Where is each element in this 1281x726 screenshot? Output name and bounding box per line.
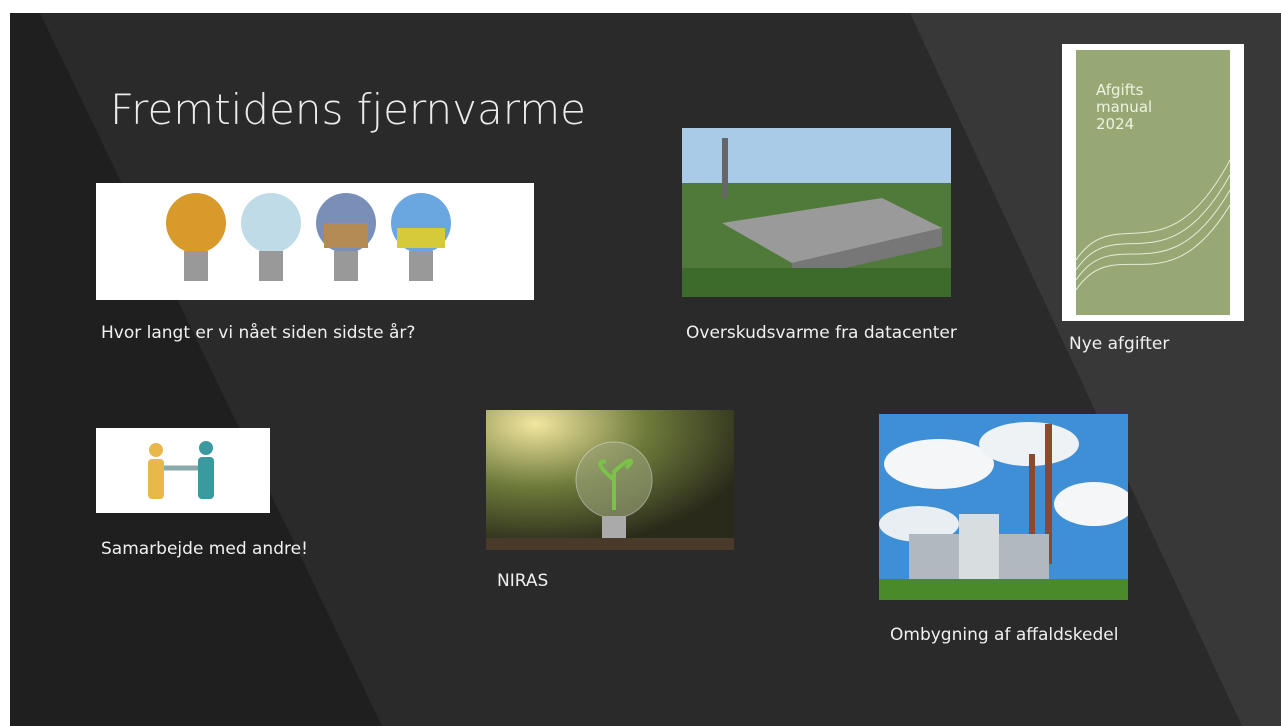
caption: NIRAS <box>497 571 548 591</box>
slide-title: Fremtidens fjernvarme <box>110 85 586 134</box>
plant-image <box>879 414 1128 600</box>
book-image: Afgifts manual 2024 <box>1062 44 1244 321</box>
page: {"slide": {"title": "Fremtidens fjernvar… <box>0 0 1281 726</box>
caption: Overskudsvarme fra datacenter <box>686 323 957 343</box>
slide: Fremtidens fjernvarme Hvor langt er vi n… <box>10 13 1281 726</box>
caption: Hvor langt er vi nået siden sidste år? <box>101 323 415 343</box>
book-waves <box>1076 140 1230 290</box>
book-title-line: 2024 <box>1096 116 1152 133</box>
datacenter-image <box>682 128 951 297</box>
book-title: Afgifts manual 2024 <box>1096 82 1152 133</box>
caption: Samarbejde med andre! <box>101 539 308 559</box>
book-cover: Afgifts manual 2024 <box>1076 50 1230 315</box>
caption: Ombygning af affaldskedel <box>890 625 1118 645</box>
bulbs-image <box>96 183 534 300</box>
book-title-line: manual <box>1096 99 1152 116</box>
handshake-image <box>96 428 270 513</box>
book-title-line: Afgifts <box>1096 82 1152 99</box>
niras-image <box>486 410 734 550</box>
caption: Nye afgifter <box>1069 334 1169 354</box>
